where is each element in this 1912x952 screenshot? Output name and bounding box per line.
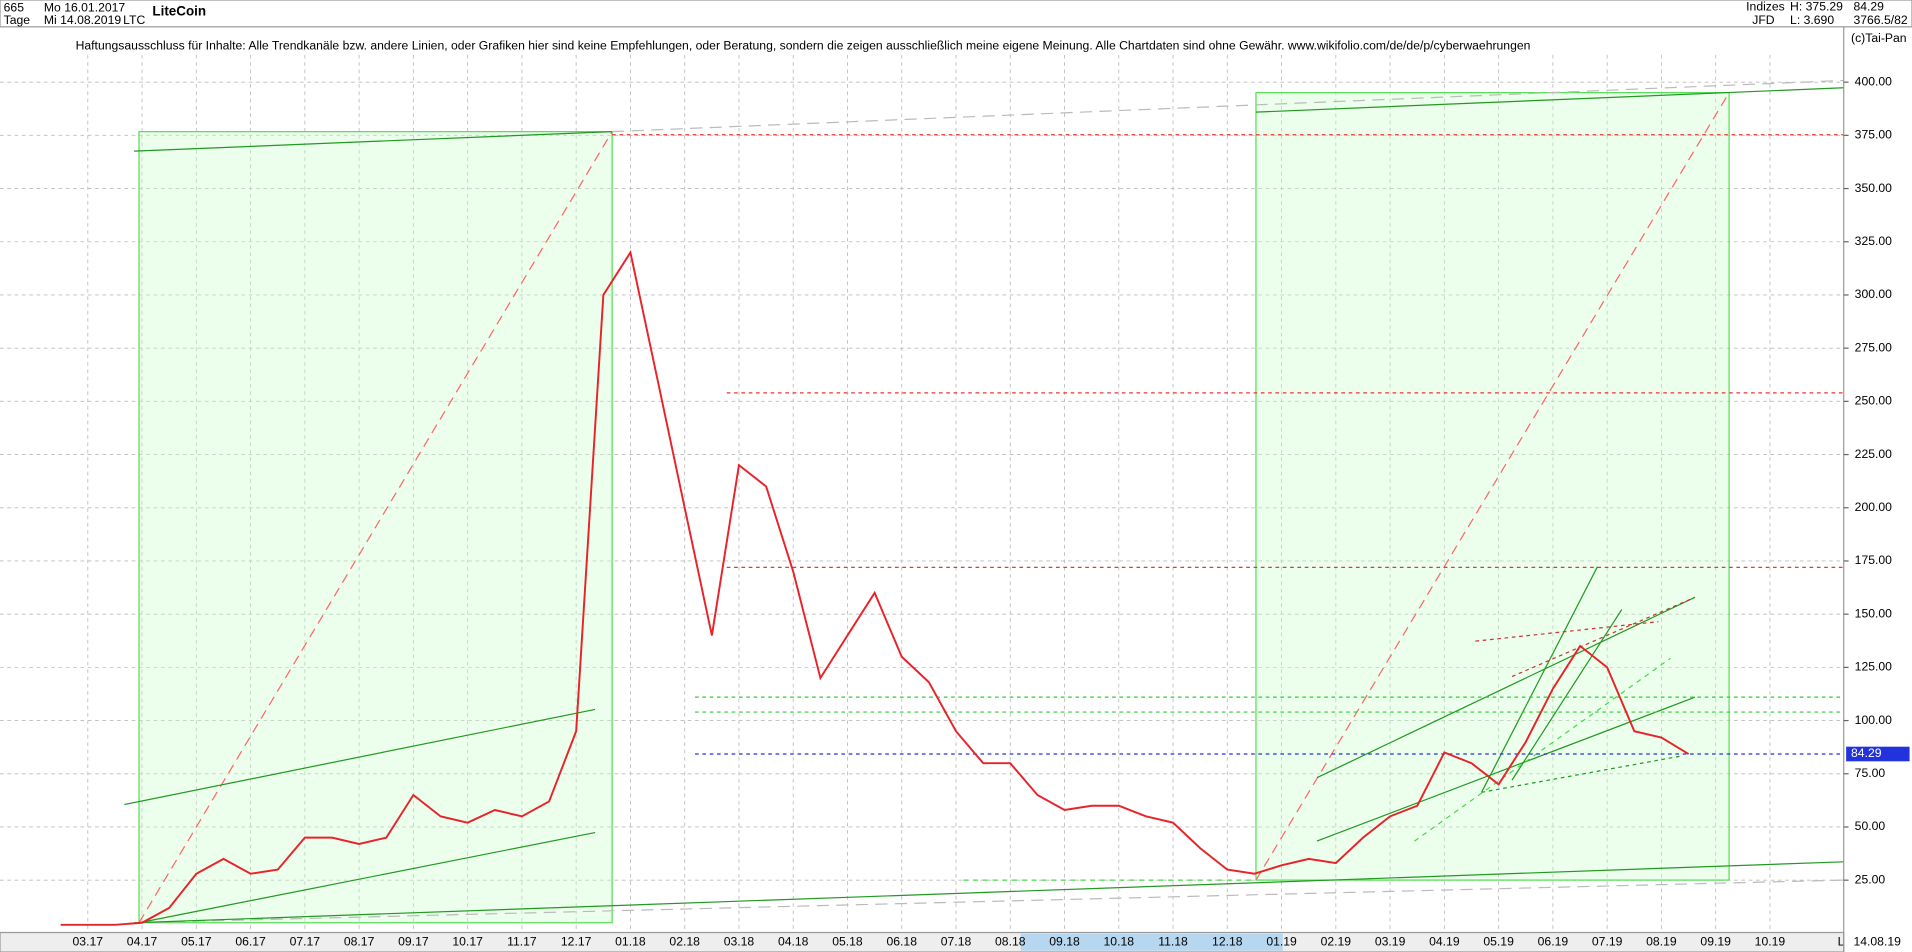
x-tick-label: 06.17	[235, 934, 266, 948]
x-tick-label: 10.17	[452, 934, 483, 948]
scale-mode: L	[1838, 934, 1845, 948]
x-tick-label: 07.19	[1592, 934, 1623, 948]
y-tick-label: 125.00	[1855, 660, 1893, 674]
volume: 3766.5/82	[1853, 13, 1907, 27]
last-date: 14.08.19	[1853, 934, 1901, 948]
trendline	[1414, 657, 1671, 842]
x-tick-label: 09.19	[1700, 934, 1731, 948]
x-tick-label: 09.17	[398, 934, 429, 948]
x-tick-label: 05.19	[1483, 934, 1514, 948]
trendline	[1316, 596, 1696, 779]
x-tick-label: 03.17	[73, 934, 104, 948]
x-tick-label: 11.17	[507, 934, 537, 948]
price-marker	[1846, 746, 1910, 762]
x-tick-label: 06.18	[886, 934, 917, 948]
x-tick-label: 09.18	[1049, 934, 1080, 948]
header-bar	[0, 0, 1912, 28]
period: Tage	[4, 13, 31, 27]
x-tick-label: 07.17	[290, 934, 321, 948]
y-tick-label: 50.00	[1855, 819, 1886, 833]
grid	[0, 54, 1844, 933]
x-tick-label: 03.19	[1375, 934, 1406, 948]
y-tick-label: 100.00	[1855, 713, 1893, 727]
diagonal	[1255, 92, 1730, 881]
trendline	[134, 861, 1844, 924]
trendline	[124, 708, 596, 806]
low: L: 3.690	[1790, 13, 1834, 27]
y-tick-label: 300.00	[1855, 287, 1893, 301]
disclaimer: Haftungsausschluss für Inhalte: Alle Tre…	[76, 39, 1531, 53]
trendline	[1475, 621, 1659, 642]
x-tick-label: 01.18	[615, 934, 646, 948]
x-tick-label: 08.17	[344, 934, 375, 948]
diagonal	[138, 131, 613, 924]
selection	[1020, 933, 1283, 951]
y-tick-label: 75.00	[1855, 766, 1886, 780]
y-tick-label: 225.00	[1855, 447, 1893, 461]
price-line	[60, 249, 1690, 926]
x-tick-label: 03.18	[724, 934, 755, 948]
y-tick-label: 375.00	[1855, 128, 1893, 142]
trendline	[138, 831, 596, 924]
y-tick-label: 400.00	[1855, 74, 1893, 88]
trendline	[1255, 87, 1844, 113]
drawings	[124, 79, 1844, 924]
x-tick-label: 10.19	[1755, 934, 1786, 948]
y-tick-label: 150.00	[1855, 606, 1893, 620]
y-tick-label: 175.00	[1855, 553, 1893, 567]
trendline	[612, 79, 1844, 133]
from-date: Mo 16.01.2017	[44, 1, 126, 15]
data	[60, 134, 1844, 926]
trendline	[1316, 696, 1696, 842]
x-tick-label: 02.18	[669, 934, 700, 948]
x-tick-label: 10.18	[1104, 934, 1135, 948]
high: H: 375.29	[1790, 0, 1843, 14]
y-tick-label: 275.00	[1855, 340, 1893, 354]
x-tick-label: 12.18	[1212, 934, 1243, 948]
x-tick-label: 11.18	[1158, 934, 1188, 948]
x-tick-label: 04.19	[1429, 934, 1460, 948]
symbol: LTC	[123, 13, 145, 27]
y-tick-label: 325.00	[1855, 234, 1893, 248]
x-tick-label: 08.18	[995, 934, 1026, 948]
trendline	[1481, 566, 1598, 793]
x-tick-label: 05.18	[832, 934, 863, 948]
instrument-name: LiteCoin	[152, 4, 206, 19]
trendline	[1481, 755, 1683, 793]
y-tick-label: 350.00	[1855, 181, 1893, 195]
x-tick-label: 04.17	[127, 934, 158, 948]
to-date: Mi 14.08.2019	[44, 13, 121, 27]
trendline	[1511, 609, 1623, 781]
broker: JFD	[1752, 13, 1775, 27]
y-tick-label: 200.00	[1855, 500, 1893, 514]
trendline	[134, 131, 613, 152]
x-tick-label: 04.18	[778, 934, 809, 948]
y-tick-label: 25.00	[1855, 872, 1886, 886]
x-tick-label: 12.17	[561, 934, 592, 948]
trendline	[134, 879, 1844, 924]
x-tick-label: 07.18	[941, 934, 972, 948]
x-tick-label: 01.19	[1266, 934, 1297, 948]
count: 665	[4, 1, 25, 15]
copyright: (c)Tai-Pan	[1851, 31, 1907, 45]
market: Indizes	[1746, 0, 1785, 14]
x-tick-label: 02.19	[1321, 934, 1352, 948]
x-tick-label: 05.17	[181, 934, 212, 948]
y-tick-label: 250.00	[1855, 394, 1893, 408]
x-tick-label: 06.19	[1538, 934, 1569, 948]
last-price: 84.29	[1853, 0, 1884, 14]
price-marker-label: 84.29	[1851, 746, 1882, 760]
x-tick-label: 08.19	[1646, 934, 1677, 948]
